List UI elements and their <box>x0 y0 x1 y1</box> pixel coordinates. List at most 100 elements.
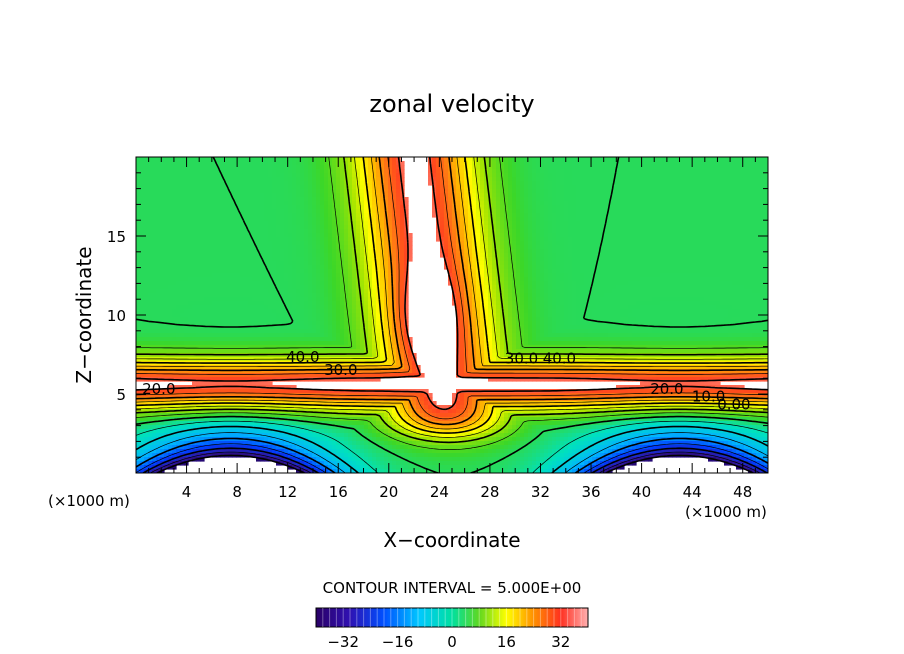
field-cell <box>428 181 433 186</box>
field-cell <box>560 229 565 234</box>
field-cell <box>240 157 245 162</box>
field-cell <box>380 197 385 202</box>
field-cell <box>248 285 253 290</box>
field-cell <box>744 213 749 218</box>
field-cell <box>308 237 313 242</box>
field-cell <box>588 237 593 242</box>
field-cell <box>716 269 721 274</box>
field-cell <box>196 225 201 230</box>
field-cell <box>536 201 541 206</box>
field-cell <box>716 241 721 246</box>
field-cell <box>700 265 705 270</box>
field-cell <box>684 285 689 290</box>
field-cell <box>332 177 337 182</box>
field-cell <box>388 241 393 246</box>
field-cell <box>268 161 273 166</box>
field-cell <box>404 209 409 214</box>
field-cell <box>360 165 365 170</box>
field-cell <box>480 269 485 274</box>
field-cell <box>244 237 249 242</box>
field-cell <box>304 201 309 206</box>
field-cell <box>548 221 553 226</box>
field-cell <box>612 205 617 210</box>
field-cell <box>356 209 361 214</box>
field-cell <box>212 233 217 238</box>
field-cell <box>284 273 289 278</box>
field-cell <box>592 181 597 186</box>
field-cell <box>640 257 645 262</box>
field-cell <box>144 221 149 226</box>
field-cell <box>324 225 329 230</box>
field-cell <box>748 177 753 182</box>
field-cell <box>496 245 501 250</box>
field-cell <box>332 189 337 194</box>
field-cell <box>324 185 329 190</box>
field-cell <box>384 165 389 170</box>
field-cell <box>664 173 669 178</box>
field-cell <box>288 269 293 274</box>
field-cell <box>676 277 681 282</box>
field-cell <box>472 241 477 246</box>
field-cell <box>244 269 249 274</box>
field-cell <box>440 197 445 202</box>
field-cell <box>296 169 301 174</box>
field-cell <box>584 237 589 242</box>
field-cell <box>184 249 189 254</box>
field-cell <box>748 213 753 218</box>
field-cell <box>544 165 549 170</box>
field-cell <box>340 241 345 246</box>
field-cell <box>676 273 681 278</box>
field-cell <box>680 169 685 174</box>
field-cell <box>360 185 365 190</box>
field-cell <box>656 177 661 182</box>
field-cell <box>264 181 269 186</box>
field-cell <box>160 209 165 214</box>
field-cell <box>384 281 389 286</box>
field-cell <box>268 157 273 162</box>
field-cell <box>156 213 161 218</box>
field-cell <box>716 233 721 238</box>
field-cell <box>464 277 469 282</box>
field-cell <box>224 233 229 238</box>
field-cell <box>576 233 581 238</box>
field-cell <box>236 241 241 246</box>
field-cell <box>140 269 145 274</box>
field-cell <box>652 285 657 290</box>
field-cell <box>448 177 453 182</box>
field-cell <box>228 265 233 270</box>
field-cell <box>752 269 757 274</box>
field-cell <box>612 261 617 266</box>
field-cell <box>352 197 357 202</box>
field-cell <box>560 241 565 246</box>
field-cell <box>644 257 649 262</box>
field-cell <box>268 249 273 254</box>
field-cell <box>532 225 537 230</box>
field-cell <box>552 209 557 214</box>
field-cell <box>528 261 533 266</box>
field-cell <box>588 233 593 238</box>
field-cell <box>264 165 269 170</box>
field-cell <box>596 277 601 282</box>
field-cell <box>148 181 153 186</box>
field-cell <box>324 253 329 258</box>
field-cell <box>340 157 345 162</box>
field-cell <box>456 273 461 278</box>
field-cell <box>696 233 701 238</box>
field-cell <box>172 281 177 286</box>
field-cell <box>756 253 761 258</box>
field-cell <box>732 233 737 238</box>
field-cell <box>344 205 349 210</box>
field-cell <box>664 245 669 250</box>
field-cell <box>612 169 617 174</box>
field-cell <box>616 201 621 206</box>
field-cell <box>184 197 189 202</box>
field-cell <box>252 213 257 218</box>
field-cell <box>704 249 709 254</box>
field-cell <box>544 277 549 282</box>
field-cell <box>172 185 177 190</box>
field-cell <box>360 213 365 218</box>
field-cell <box>576 201 581 206</box>
field-cell <box>604 249 609 254</box>
field-cell <box>180 157 185 162</box>
field-cell <box>168 189 173 194</box>
